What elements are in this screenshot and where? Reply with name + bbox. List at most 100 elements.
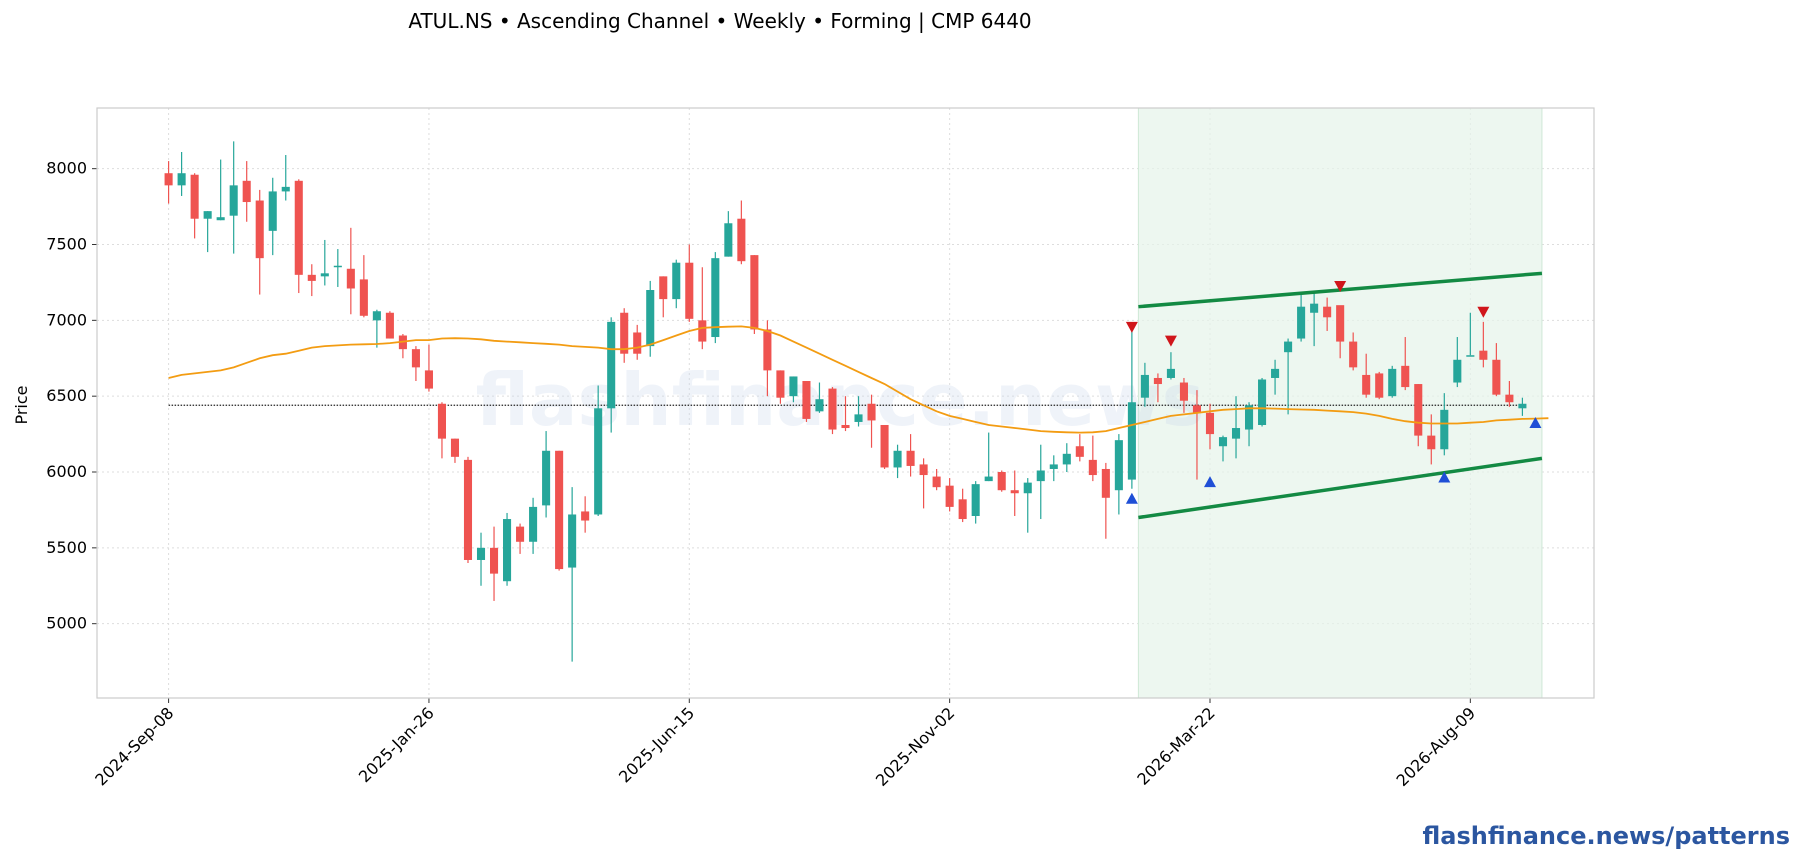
candle [1245,402,1254,447]
candle [789,376,798,403]
candle-body [1388,368,1397,397]
candle [841,396,850,432]
candle-body [1414,384,1423,436]
candle-body [216,217,225,221]
candle [737,200,746,265]
candle-body [1205,412,1215,435]
candle-body [776,370,785,398]
candle-body [724,223,733,257]
moving-average-line [168,325,1549,434]
candle-body [1362,374,1371,395]
candle [1336,305,1345,359]
candle [1323,297,1332,331]
candle [307,264,316,297]
candle-body [1440,409,1449,450]
candle-body [1075,446,1084,457]
candle [529,497,538,554]
candle [242,161,251,222]
candle-body [750,255,759,330]
candle-body [1271,368,1280,378]
candle [1505,381,1514,407]
candle [1375,371,1384,400]
x-tick-label: 2025-Jun-15 [615,703,698,786]
pivot-markers [1125,280,1542,504]
candle [346,227,355,315]
y-tick-label: 5500 [46,538,87,557]
candle [1231,396,1241,459]
candle [320,239,329,286]
candle-body [763,329,772,371]
candle [203,211,212,253]
candle-body [1166,368,1175,378]
candle-body [945,485,954,507]
candle-body [1336,305,1345,342]
candle [1166,352,1175,380]
candle-body [1023,482,1032,494]
channel-lower-line [1138,456,1543,520]
candle [594,385,603,516]
candle [672,259,681,309]
candle-body [307,274,316,281]
candle [1362,353,1371,398]
candle-body [242,180,251,203]
x-tick-label: 2024-Sep-08 [91,703,177,789]
candle-body [1062,453,1071,465]
candle-body [581,511,590,521]
candle-body [1453,359,1462,383]
candle-body [737,218,746,262]
candle [1153,373,1162,403]
candle-body [958,499,967,520]
candle [177,151,186,196]
candle-body [880,424,889,468]
candle-body [685,262,694,319]
trough-marker [1125,492,1138,504]
candle-body [1036,470,1045,482]
x-tick-label: 2026-Aug-09 [1393,703,1480,790]
candle [411,346,420,382]
candle-body [177,173,186,186]
candle [1023,478,1032,533]
brand-link[interactable]: flashfinance.news/patterns [1422,822,1790,850]
candle-body [372,311,381,321]
candle [1284,338,1293,415]
candle [1036,444,1045,520]
candle-body [698,320,707,342]
candle-body [1140,374,1149,398]
candle-body [841,424,850,429]
candle-body [346,268,355,289]
candle-body [1114,440,1123,491]
y-tick-label: 6000 [46,462,87,481]
candle [581,496,590,533]
candle [476,532,486,586]
candle [1466,312,1475,357]
candle-body [1153,377,1162,385]
candle-body [255,200,264,259]
candles [164,141,1527,662]
candle-body [203,211,212,219]
candle [1179,377,1188,413]
candle [1492,343,1501,397]
candle-body [1258,379,1267,425]
candle [216,159,225,221]
peak-marker [1125,321,1138,333]
candle-body [893,450,902,468]
candle-body [971,484,980,516]
candle [633,324,642,360]
candle-body [594,408,603,515]
candle [750,255,759,334]
candle [372,309,381,348]
candle-body [802,381,811,419]
candle-body [672,262,681,300]
candle-body [1427,435,1436,450]
watermark: flashfinance.news [476,358,1205,442]
candle [294,179,303,294]
candle-body [1231,428,1241,439]
candle [1088,435,1097,482]
candle-body [1479,350,1488,360]
candle-body [1284,341,1293,353]
candle [932,468,941,491]
candle [1271,359,1280,395]
candle-body [568,514,577,568]
candle-body [503,519,512,582]
candle-body [1088,459,1097,476]
